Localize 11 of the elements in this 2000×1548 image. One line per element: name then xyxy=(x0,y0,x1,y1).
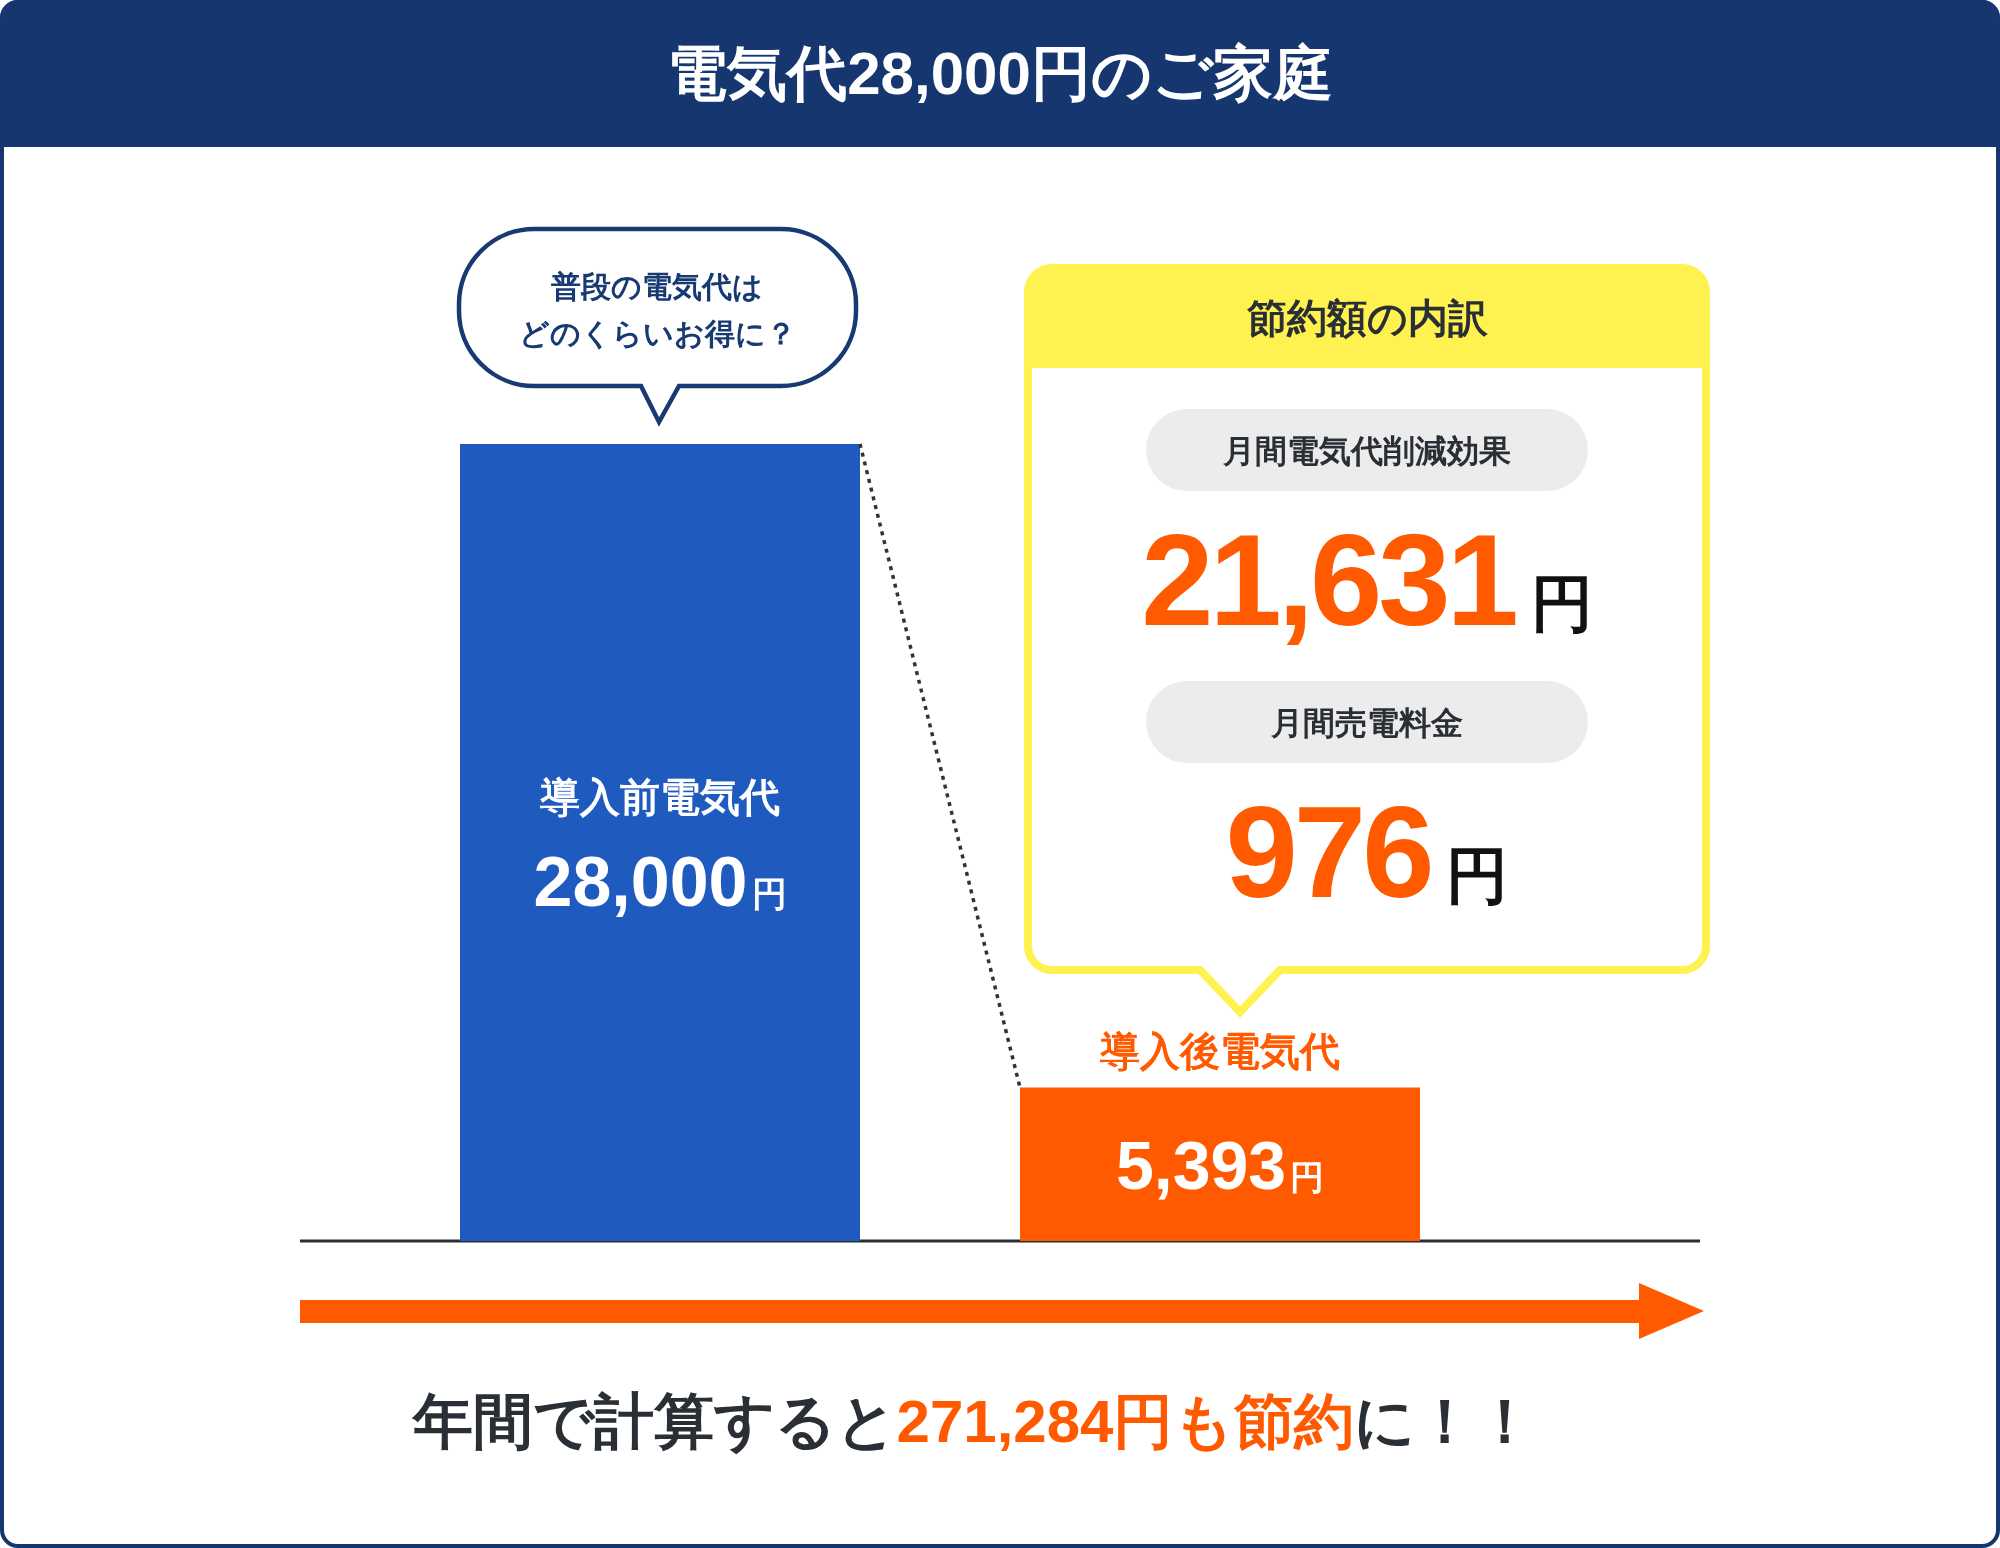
text: 節約額の内訳 xyxy=(1246,295,1488,342)
text: 271,284円も節約 xyxy=(896,1387,1355,1457)
text: 年間で計算すると xyxy=(412,1387,897,1457)
annotation: 月間売電料金 xyxy=(1271,703,1463,743)
annotation: 月間電気代削減効果 xyxy=(1223,431,1511,471)
x-tick-label: 導入前電気代 xyxy=(539,774,780,819)
chart-title: 電気代28,000円のご家庭 xyxy=(667,39,1333,109)
text: に！！ xyxy=(1354,1387,1536,1457)
text: 普段の電気代は xyxy=(551,269,763,305)
text: どのくらいお得に？ xyxy=(518,316,796,352)
x-tick-label: 導入後電気代 xyxy=(1099,1028,1340,1073)
